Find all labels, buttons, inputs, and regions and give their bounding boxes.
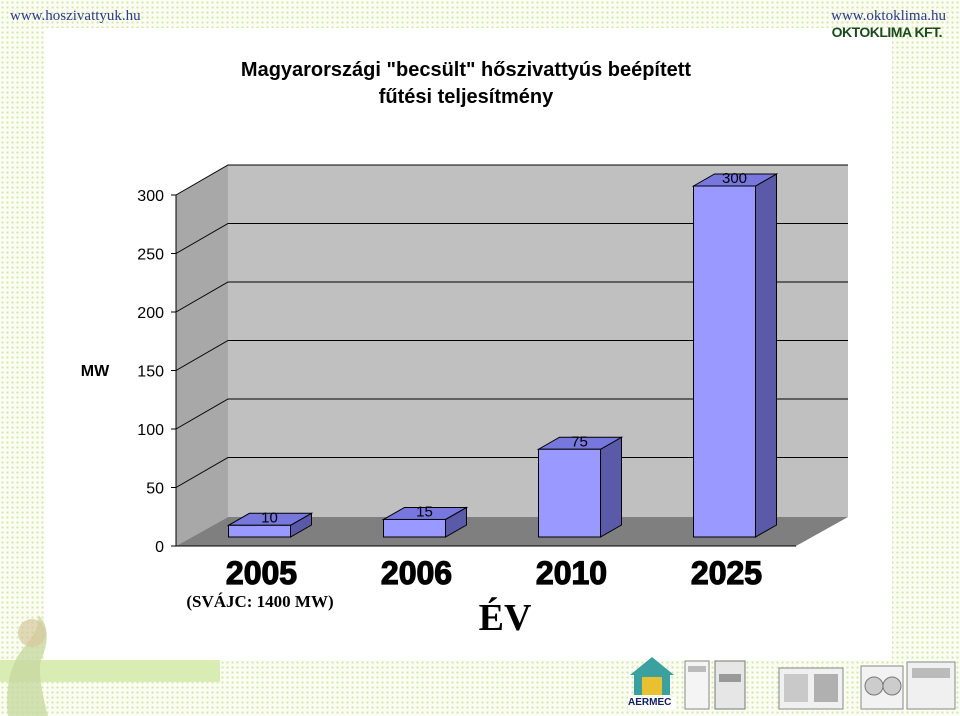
chart-title-line2: fűtési teljesítmény (379, 86, 554, 108)
chart-floor (176, 517, 848, 546)
gridline (175, 457, 848, 488)
gridline (175, 398, 848, 430)
y-tick-label: 150 (137, 364, 164, 381)
chiller-unit-icon (778, 667, 844, 710)
outdoor-unit-icon (860, 665, 904, 710)
y-tick-label: 200 (137, 305, 164, 322)
decorative-figure-icon (7, 615, 48, 716)
y-tick-label: 300 (137, 188, 164, 205)
gridline (175, 164, 848, 196)
x-axis-label: ÉV (479, 597, 532, 639)
bar (693, 185, 756, 538)
house-logo-icon (628, 657, 676, 709)
x-tick-label: 2010 (536, 555, 607, 591)
data-label: 10 (261, 509, 278, 526)
decorative-band (0, 660, 220, 682)
hoszivattyuk-link[interactable]: www.hoszivattyuk.hu (10, 8, 141, 24)
y-tick-label: 250 (137, 247, 164, 264)
y-axis-label: MW (81, 363, 110, 380)
large-chiller-icon (906, 661, 956, 710)
bar (383, 518, 446, 538)
bar-side (600, 436, 622, 538)
gridline (175, 340, 848, 371)
bar (228, 524, 291, 538)
chart-title-line1: Magyarországi "becsült" hőszivattyús beé… (241, 59, 692, 81)
gridline (175, 281, 848, 313)
data-label: 75 (571, 433, 588, 450)
gridline (175, 223, 848, 254)
y-tick-label: 50 (146, 481, 164, 498)
x-tick-label: 2006 (381, 555, 452, 591)
data-label: 300 (722, 170, 747, 187)
bar (538, 448, 601, 538)
oktoklima-link[interactable]: www.oktoklima.hu (831, 8, 946, 24)
x-tick-label: 2005 (226, 555, 297, 591)
y-tick-label: 100 (137, 422, 164, 439)
x-tick-label: 2025 (691, 555, 762, 591)
bar-side (755, 173, 777, 538)
chart-gridlines (175, 164, 848, 488)
cabinet-unit-icon (714, 660, 746, 710)
chart-note: (SVÁJC: 1400 MW) (186, 592, 333, 611)
boiler-unit-icon (684, 660, 710, 710)
y-tick-label: 0 (155, 539, 164, 556)
aermec-brand: AERMEC (628, 697, 672, 708)
data-label: 15 (416, 503, 433, 520)
oktoklima-logo: OKTOKLIMA KFT. (831, 24, 943, 40)
